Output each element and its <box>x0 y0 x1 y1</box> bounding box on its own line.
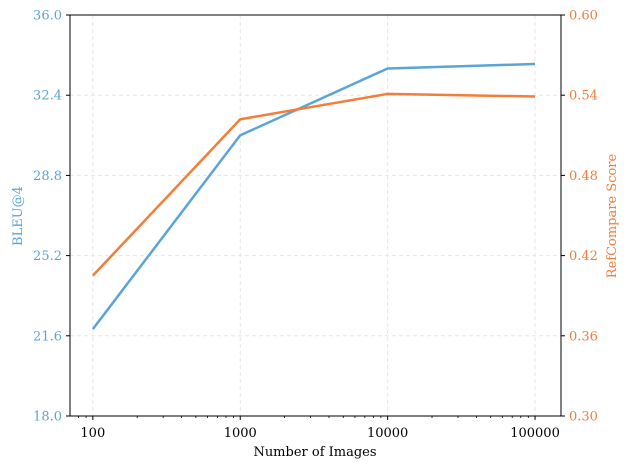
left-y-axis-title: BLEU@4 <box>11 186 26 246</box>
right-y-axis-title: RefCompare Score <box>605 153 620 278</box>
left-y-tick-label: 18.0 <box>33 410 62 425</box>
series-layer <box>91 62 536 330</box>
left-y-tick-label: 21.6 <box>33 329 62 344</box>
axes <box>69 14 562 417</box>
left-y-tick-label: 36.0 <box>33 9 62 24</box>
x-tick-label: 100 <box>80 426 105 441</box>
x-tick-label: 1000 <box>224 426 257 441</box>
right-y-tick-label: 0.48 <box>569 169 598 184</box>
grid <box>70 14 561 417</box>
bleu-series-line <box>91 62 536 330</box>
right-y-tick-label: 0.54 <box>569 89 598 104</box>
right-y-tick-label: 0.60 <box>569 9 598 24</box>
left-y-tick-label: 32.4 <box>33 89 62 104</box>
right-y-tick-label: 0.42 <box>569 249 598 264</box>
right-y-tick-label: 0.30 <box>569 410 598 425</box>
right-y-tick-label: 0.36 <box>569 329 598 344</box>
x-axis-title: Number of Images <box>253 445 376 460</box>
ticks: 100 1000 10000 100000 18.0 21.6 25.2 28.8 32.4 36… <box>33 9 598 442</box>
x-tick-label: 10000 <box>367 426 408 441</box>
left-y-tick-label: 28.8 <box>33 169 62 184</box>
x-tick-label: 100000 <box>510 426 560 441</box>
left-y-tick-label: 25.2 <box>33 249 62 264</box>
refcompare-series-line <box>91 92 536 277</box>
